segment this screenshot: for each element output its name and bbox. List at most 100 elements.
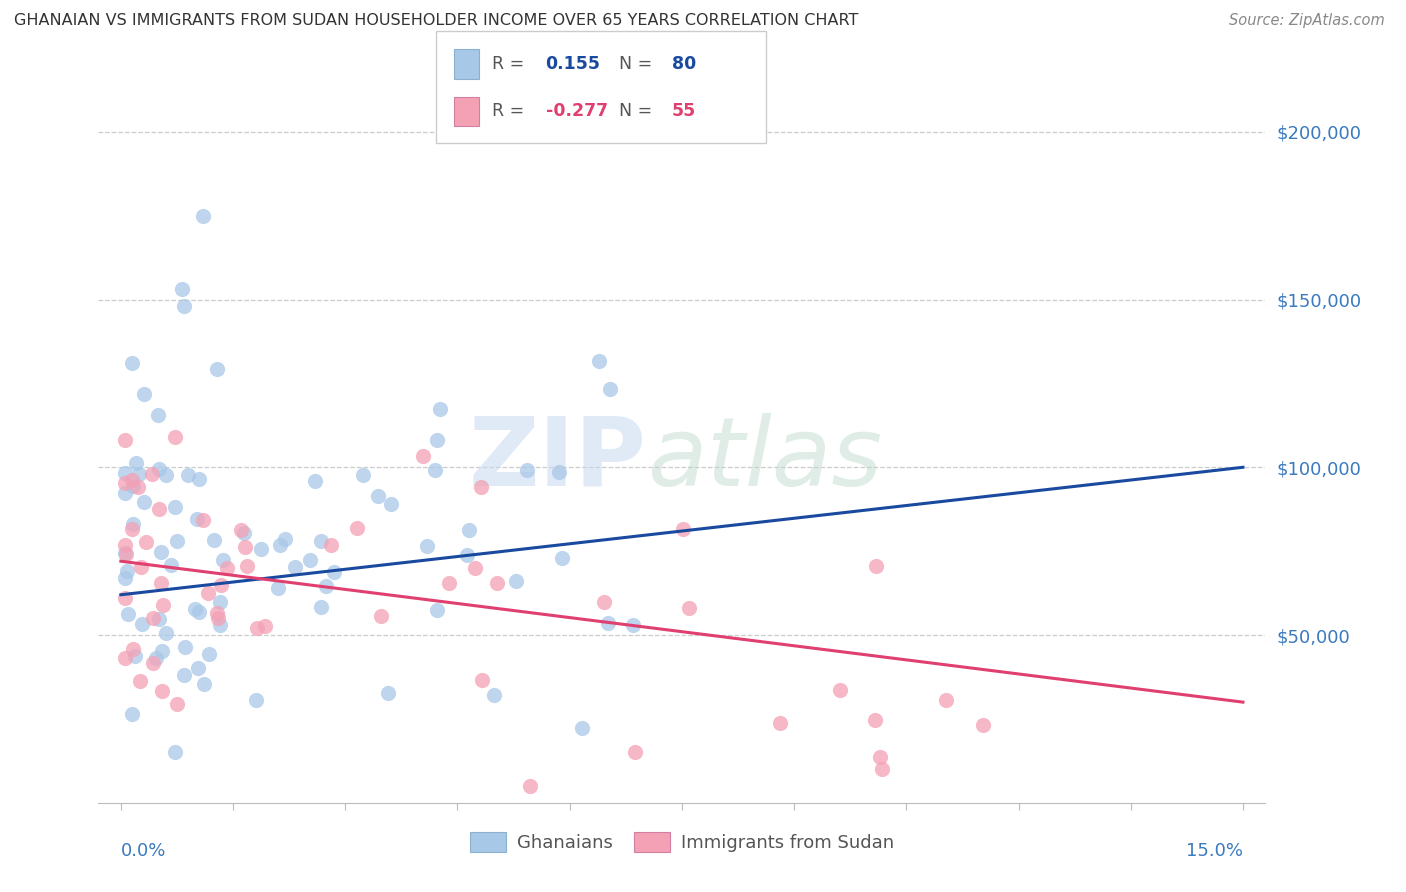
Text: 55: 55 <box>672 103 696 120</box>
Point <box>872 762 894 776</box>
Point <box>148 501 170 516</box>
Point <box>166 533 188 548</box>
Point <box>207 611 229 625</box>
Point <box>485 576 508 591</box>
Point <box>146 408 169 422</box>
Point <box>165 430 187 444</box>
Point <box>150 684 173 698</box>
Point <box>145 650 167 665</box>
Point <box>131 559 153 574</box>
Point <box>267 581 290 595</box>
Point <box>274 533 297 547</box>
Point <box>122 641 145 656</box>
Point <box>429 402 451 417</box>
Point <box>412 450 434 464</box>
Point <box>114 548 136 562</box>
Point <box>596 615 619 630</box>
Point <box>828 683 851 698</box>
Point <box>172 282 194 296</box>
Point <box>678 600 700 615</box>
Point <box>426 433 449 447</box>
Point <box>972 718 994 732</box>
Point <box>115 564 138 578</box>
Point <box>122 479 145 493</box>
Point <box>426 603 449 617</box>
Point <box>152 598 174 612</box>
Text: 0.155: 0.155 <box>546 55 600 73</box>
Point <box>173 299 195 313</box>
Point <box>193 677 215 691</box>
Text: N =: N = <box>619 103 652 120</box>
Point <box>233 526 256 541</box>
Point <box>380 497 402 511</box>
Point <box>186 512 208 526</box>
Point <box>516 463 538 477</box>
Point <box>121 707 143 722</box>
Point <box>209 618 232 632</box>
Point <box>319 538 342 552</box>
Point <box>437 575 460 590</box>
Point <box>150 576 173 591</box>
Point <box>141 467 163 481</box>
Point <box>150 643 173 657</box>
Point <box>193 209 215 223</box>
Point <box>184 602 207 616</box>
Point <box>769 715 792 730</box>
Point <box>315 579 337 593</box>
Point <box>309 533 332 548</box>
Point <box>114 571 136 585</box>
Point <box>114 546 136 560</box>
Point <box>128 467 150 481</box>
Point <box>142 611 165 625</box>
Point <box>236 558 259 573</box>
Text: 15.0%: 15.0% <box>1185 842 1243 860</box>
Point <box>187 661 209 675</box>
Point <box>370 609 392 624</box>
Text: R =: R = <box>492 103 530 120</box>
Point <box>322 566 344 580</box>
Point <box>233 541 256 555</box>
Point <box>204 533 226 547</box>
Text: 0.0%: 0.0% <box>121 842 166 860</box>
Point <box>166 697 188 711</box>
Point <box>245 693 267 707</box>
Point <box>269 538 291 552</box>
Point <box>346 521 368 535</box>
Point <box>250 542 273 557</box>
Point <box>593 595 616 609</box>
Point <box>464 560 486 574</box>
Point <box>416 539 439 553</box>
Point <box>121 473 143 487</box>
Point <box>456 548 478 562</box>
Point <box>246 621 269 635</box>
Point <box>124 649 146 664</box>
Point <box>135 534 157 549</box>
Point <box>197 586 219 600</box>
Point <box>865 558 887 573</box>
Point <box>121 516 143 531</box>
Text: Source: ZipAtlas.com: Source: ZipAtlas.com <box>1229 13 1385 29</box>
Point <box>207 362 229 376</box>
Point <box>114 434 136 448</box>
Legend: Ghanaians, Immigrants from Sudan: Ghanaians, Immigrants from Sudan <box>463 824 901 860</box>
Text: -0.277: -0.277 <box>546 103 607 120</box>
Text: 80: 80 <box>672 55 696 73</box>
Point <box>458 524 481 538</box>
Point <box>209 595 232 609</box>
Point <box>114 467 136 481</box>
Text: GHANAIAN VS IMMIGRANTS FROM SUDAN HOUSEHOLDER INCOME OVER 65 YEARS CORRELATION C: GHANAIAN VS IMMIGRANTS FROM SUDAN HOUSEH… <box>14 13 859 29</box>
Point <box>935 693 957 707</box>
Point <box>114 651 136 665</box>
Point <box>551 550 574 565</box>
Point <box>599 382 621 396</box>
Point <box>352 467 374 482</box>
Point <box>163 746 186 760</box>
Point <box>114 538 136 552</box>
Point <box>117 607 139 622</box>
Text: R =: R = <box>492 55 530 73</box>
Point <box>623 745 645 759</box>
Point <box>571 721 593 735</box>
Point <box>197 647 219 661</box>
Point <box>377 686 399 700</box>
Point <box>131 617 153 632</box>
